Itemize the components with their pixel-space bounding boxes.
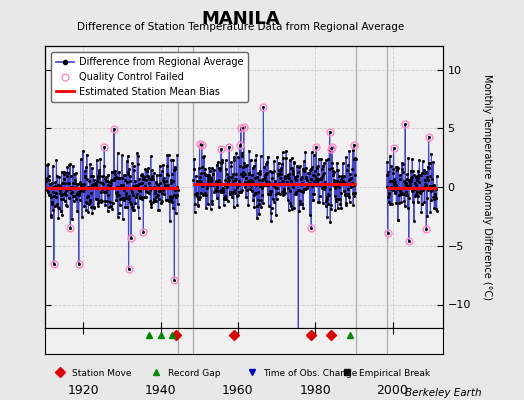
Text: Station Move: Station Move xyxy=(72,369,132,378)
Text: MANILA: MANILA xyxy=(202,10,280,28)
Y-axis label: Monthly Temperature Anomaly Difference (°C): Monthly Temperature Anomaly Difference (… xyxy=(482,74,492,300)
Text: Time of Obs. Change: Time of Obs. Change xyxy=(264,369,358,378)
Text: 1960: 1960 xyxy=(222,384,254,398)
Text: 1920: 1920 xyxy=(68,384,99,398)
Text: 1980: 1980 xyxy=(299,384,331,398)
Text: 2000: 2000 xyxy=(377,384,408,398)
Text: Record Gap: Record Gap xyxy=(168,369,221,378)
Text: Berkeley Earth: Berkeley Earth xyxy=(406,388,482,398)
Legend: Difference from Regional Average, Quality Control Failed, Estimated Station Mean: Difference from Regional Average, Qualit… xyxy=(51,52,248,102)
Text: Empirical Break: Empirical Break xyxy=(359,369,430,378)
Text: Difference of Station Temperature Data from Regional Average: Difference of Station Temperature Data f… xyxy=(78,22,405,32)
Text: 1940: 1940 xyxy=(145,384,177,398)
